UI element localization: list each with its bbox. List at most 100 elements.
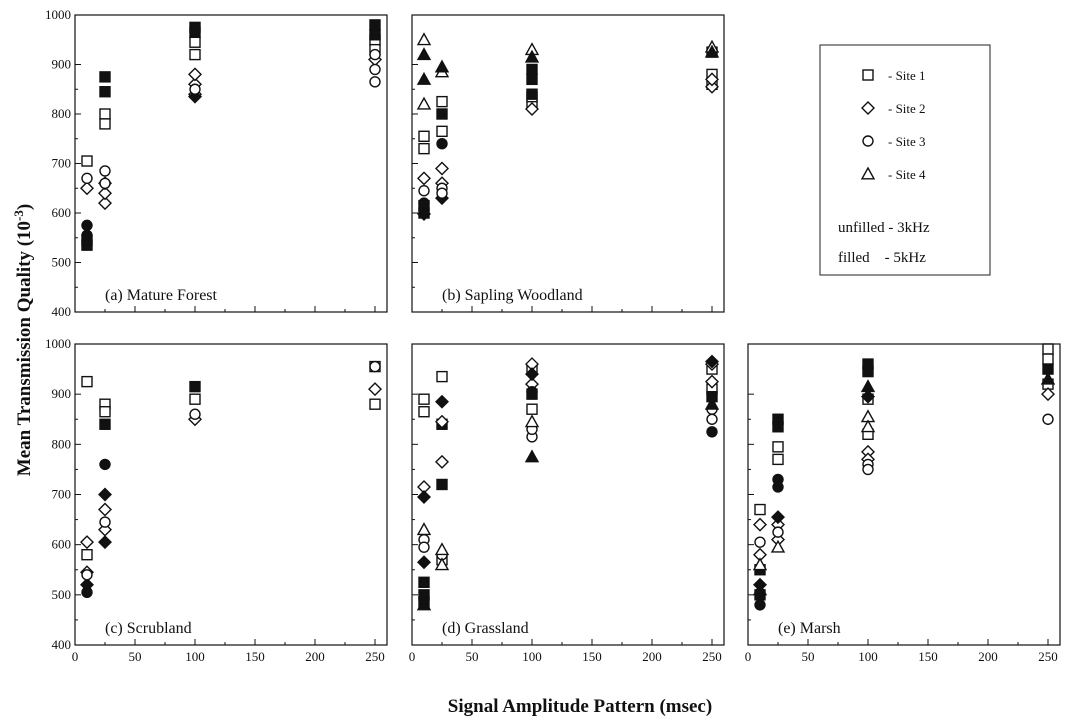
data-point: [436, 108, 448, 120]
panel-frame: [411, 14, 725, 313]
legend-box: [819, 44, 991, 276]
panel-title: (d) Grassland: [442, 620, 529, 637]
data-point: [705, 354, 719, 369]
series-circle-unfilled: [81, 360, 381, 581]
data-point: [771, 510, 785, 525]
data-point: [753, 517, 767, 532]
data-point: [369, 398, 381, 410]
series-circle-filled: [81, 219, 93, 241]
series-diamond-unfilled: [80, 382, 382, 580]
legend-label: - Site 1: [888, 68, 926, 83]
data-point: [369, 29, 381, 41]
data-point: [369, 19, 381, 31]
series-circle-unfilled: [81, 48, 381, 190]
panel-title: (c) Scrubland: [105, 620, 192, 637]
data-point: [434, 542, 450, 556]
data-point: [98, 186, 112, 201]
data-point: [524, 49, 540, 63]
data-point: [81, 229, 93, 241]
legend: - Site 1 - Site 2 - Site 3 - Site 4 unfille…: [819, 44, 991, 276]
series-circle-unfilled: [754, 413, 1054, 548]
data-point: [98, 535, 112, 550]
data-point: [189, 48, 201, 61]
data-point: [861, 389, 875, 404]
data-point: [418, 541, 430, 553]
data-point: [772, 481, 784, 493]
data-point: [772, 421, 784, 433]
series-square-filled: [418, 388, 718, 609]
data-point: [99, 406, 111, 418]
y-tick-label: 1000: [45, 336, 71, 351]
y-axis-label-exponent: -3: [11, 210, 26, 221]
data-point: [862, 463, 874, 476]
series-square-unfilled: [754, 343, 1054, 516]
data-point: [99, 177, 111, 190]
data-point: [417, 490, 431, 504]
data-point: [526, 63, 538, 76]
data-point: [1042, 353, 1054, 365]
data-point: [99, 86, 111, 98]
panel-5: 0 50 100 150 200 250 (e) Marsh: [745, 343, 1061, 664]
data-point: [189, 380, 201, 393]
y-tick-label: 500: [52, 587, 72, 602]
y-axis-label-close: ): [14, 204, 35, 210]
data-point: [417, 555, 431, 570]
panel-1: 400 500 600 700 800 900 1000 (a) Mature Forest: [45, 7, 388, 319]
data-point: [1042, 413, 1054, 425]
data-point: [772, 453, 784, 466]
data-point: [434, 59, 450, 73]
data-point: [704, 44, 720, 58]
y-tick-label: 800: [52, 106, 72, 121]
data-point: [434, 557, 450, 571]
data-point: [369, 48, 381, 61]
y-tick-label: 400: [52, 637, 72, 652]
legend-entries: - Site 1 - Site 2 - Site 3 - Site 4: [860, 68, 926, 182]
data-point: [436, 478, 448, 491]
series-diamond-filled: [753, 389, 875, 592]
data-point: [99, 118, 111, 130]
data-point: [436, 187, 448, 199]
data-point: [754, 599, 766, 611]
legend-fill-note-unfilled: unfilled - 3kHz: [838, 220, 930, 236]
y-tick-label: 500: [52, 255, 72, 270]
legend-label: - Site 4: [888, 167, 926, 182]
y-tick-label: 600: [52, 537, 72, 552]
data-point: [524, 449, 540, 463]
data-point: [418, 576, 430, 588]
data-point: [189, 408, 201, 420]
series-triangle-unfilled: [416, 32, 720, 110]
data-point: [417, 171, 431, 186]
data-point: [435, 161, 449, 176]
data-point: [81, 569, 93, 581]
series-triangle-unfilled: [752, 409, 876, 571]
x-tick-label: 100: [522, 649, 542, 664]
data-point: [436, 137, 448, 150]
data-point: [81, 586, 93, 599]
x-tick-label: 50: [466, 649, 479, 664]
data-point: [189, 26, 201, 39]
data-point: [416, 96, 432, 110]
data-point: [418, 406, 430, 418]
series-triangle-unfilled: [416, 414, 540, 571]
series-diamond-unfilled: [417, 357, 719, 494]
data-point: [417, 207, 431, 221]
series-square-filled: [99, 380, 201, 430]
y-tick-label: 700: [52, 156, 72, 171]
data-point: [99, 418, 111, 430]
data-point: [416, 71, 432, 85]
data-point: [81, 375, 93, 388]
data-point: [81, 172, 93, 185]
series-square-unfilled: [418, 363, 718, 566]
data-point: [524, 414, 540, 428]
series-circle-unfilled: [418, 403, 718, 561]
data-point: [418, 142, 430, 155]
x-tick-label: 200: [642, 649, 662, 664]
data-point: [860, 379, 876, 393]
data-point: [526, 88, 538, 100]
data-point: [754, 503, 766, 516]
data-point: [525, 367, 539, 382]
data-point: [81, 549, 93, 561]
y-axis-label-main: Mean Transmission Quality (10: [14, 221, 35, 476]
x-tick-label: 150: [582, 649, 602, 664]
